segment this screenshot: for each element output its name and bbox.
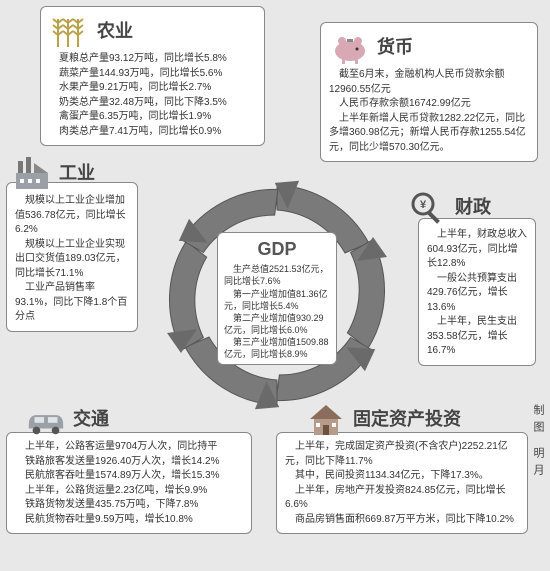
transport-line: 上半年，公路客运量9704万人次，同比持平 (15, 440, 243, 455)
investment-panel: 固定资产投资 上半年，完成固定资产投资(不含农户)2252.21亿元，同比下降1… (276, 432, 528, 534)
investment-title: 固定资产投资 (353, 406, 461, 432)
investment-line: 上半年，完成固定资产投资(不含农户)2252.21亿元，同比下降11.7% (285, 440, 519, 469)
currency-panel: 货币 截至6月末，金融机构人民币贷款余额12960.55亿元 人民币存款余额16… (320, 22, 538, 162)
agriculture-panel: 农业 夏粮总产量93.12万吨，同比增长5.8% 蔬菜产量144.93万吨，同比… (40, 6, 265, 146)
agriculture-line: 水果产量9.21万吨，同比增长2.7% (49, 81, 256, 96)
gdp-line: 第二产业增加值930.29亿元，同比增长6.0% (224, 312, 330, 336)
transport-line: 铁路货物发送量435.75万吨，下降7.8% (15, 498, 243, 513)
agriculture-line: 肉类总产量7.41万吨，同比增长0.9% (49, 125, 256, 140)
agriculture-line: 禽蛋产量6.35万吨，同比增长1.9% (49, 110, 256, 125)
industry-line: 规模以上工业企业增加值536.78亿元，同比增长6.2% (15, 194, 129, 238)
agriculture-line: 奶类总产量32.48万吨，同比下降3.5% (49, 96, 256, 111)
finance-panel: ¥ 财政 上半年，财政总收入604.93亿元，同比增长12.8% 一般公共预算支… (418, 218, 536, 366)
investment-line: 商品房销售面积669.87万平方米，同比下降10.2% (285, 513, 519, 528)
industry-line: 工业产品销售率93.1%，同比下降1.8个百分点 (15, 281, 129, 325)
svg-text:¥: ¥ (420, 199, 427, 211)
finance-line: 上半年，民生支出353.58亿元，增长16.7% (427, 315, 527, 359)
industry-title: 工业 (59, 160, 95, 186)
gdp-title: GDP (224, 237, 330, 261)
gdp-line: 生产总值2521.53亿元，同比增长7.6% (224, 263, 330, 287)
agriculture-line: 蔬菜产量144.93万吨，同比增长5.6% (49, 67, 256, 82)
finance-line: 一般公共预算支出429.76亿元，增长13.6% (427, 272, 527, 316)
agriculture-title: 农业 (97, 18, 133, 44)
investment-line: 上半年，房地产开发投资824.85亿元，同比增长6.6% (285, 484, 519, 513)
industry-panel: 工业 规模以上工业企业增加值536.78亿元，同比增长6.2% 规模以上工业企业… (6, 182, 138, 332)
finance-line: 上半年，财政总收入604.93亿元，同比增长12.8% (427, 228, 527, 272)
finance-title: 财政 (455, 194, 491, 220)
gdp-panel: GDP 生产总值2521.53亿元，同比增长7.6% 第一产业增加值81.36亿… (217, 232, 337, 365)
house-icon (305, 401, 347, 437)
gdp-line: 第三产业增加值1509.88亿元，同比增长8.9% (224, 336, 330, 360)
car-icon (25, 401, 67, 437)
transport-line: 上半年，公路货运量2.23亿吨，增长9.9% (15, 484, 243, 499)
currency-line: 人民币存款余额16742.99亿元 (329, 97, 529, 112)
currency-line: 截至6月末，金融机构人民币贷款余额12960.55亿元 (329, 68, 529, 97)
agriculture-line: 夏粮总产量93.12万吨，同比增长5.8% (49, 52, 256, 67)
industry-line: 规模以上工业企业实现出口交货值189.03亿元，同比增长71.1% (15, 238, 129, 282)
credit-text: 制图 明月 (530, 404, 546, 481)
gdp-line: 第一产业增加值81.36亿元，同比增长5.4% (224, 288, 330, 312)
currency-title: 货币 (377, 34, 413, 60)
transport-line: 民航货物吞吐量9.59万吨，增长10.8% (15, 513, 243, 528)
factory-icon (11, 155, 53, 191)
transport-line: 民航旅客吞吐量1574.89万人次，增长15.3% (15, 469, 243, 484)
wheat-icon (49, 13, 91, 49)
transport-panel: 交通 上半年，公路客运量9704万人次，同比持平 铁路旅客发送量1926.40万… (6, 432, 252, 534)
transport-line: 铁路旅客发送量1926.40万人次，增长14.2% (15, 455, 243, 470)
piggy-bank-icon (329, 29, 371, 65)
investment-line: 其中，民间投资1134.34亿元，下降17.3%。 (285, 469, 519, 484)
magnifier-icon: ¥ (407, 189, 449, 225)
transport-title: 交通 (73, 406, 109, 432)
currency-line: 上半年新增人民币贷款1282.22亿元，同比多增360.98亿元；新增人民币存款… (329, 112, 529, 156)
